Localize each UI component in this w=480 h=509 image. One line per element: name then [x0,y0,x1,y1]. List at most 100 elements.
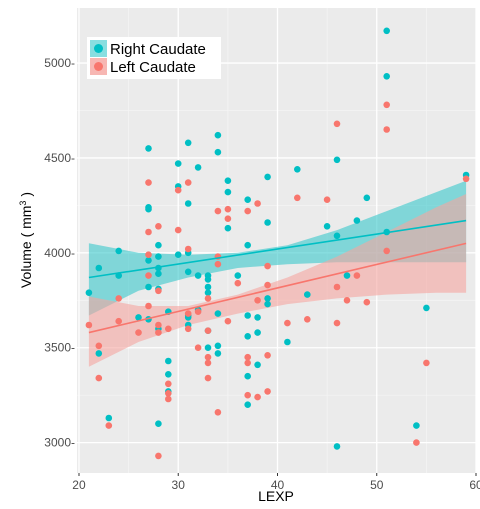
x-tick-label: 60 [469,478,480,492]
point-right-caudate [333,156,341,164]
point-right-caudate [204,344,212,352]
legend-background [87,37,221,79]
point-left-caudate [165,395,172,403]
x-tick-label: 30 [172,478,186,492]
point-left-caudate [145,228,152,236]
point-right-caudate [224,177,232,184]
point-right-caudate [333,232,341,240]
point-left-caudate [234,279,242,287]
x-tick-label: 20 [72,478,86,492]
point-right-caudate [244,312,251,319]
point-left-caudate [184,179,192,186]
y-tick-label: 5000- [44,56,75,70]
point-left-caudate [95,374,103,382]
y-axis-title-close: ) [18,192,34,201]
point-left-caudate [204,359,212,367]
point-left-caudate [105,422,113,429]
point-left-caudate [244,391,251,399]
fit-line-left-caudate [88,242,467,334]
point-left-caudate [224,317,232,325]
point-right-caudate [323,223,331,230]
point-right-caudate [244,241,251,249]
point-left-caudate [145,251,152,258]
point-right-caudate [383,73,391,80]
point-right-caudate [383,27,391,35]
point-right-caudate [95,264,103,272]
point-right-caudate [264,219,271,226]
point-right-caudate [174,160,182,167]
point-left-caudate [304,316,311,323]
point-right-caudate [145,283,152,291]
point-right-caudate [214,350,222,357]
point-left-caudate [244,353,251,361]
point-right-caudate [254,329,261,336]
point-right-caudate [353,217,361,224]
y-axis-title: Volume ( mm3 ) [18,192,34,288]
point-right-caudate [244,401,251,409]
point-right-caudate [165,357,172,365]
point-left-caudate [284,319,291,327]
point-left-caudate [383,247,391,255]
point-left-caudate [214,207,222,215]
point-left-caudate [155,452,162,460]
point-right-caudate [413,422,420,429]
point-right-caudate [363,194,371,202]
point-left-caudate [184,325,192,333]
point-right-caudate [254,361,261,369]
point-left-caudate [264,352,271,359]
point-right-caudate [95,350,103,357]
fit-lines [88,219,467,334]
point-left-caudate [165,390,172,397]
point-right-caudate [244,196,251,203]
point-right-caudate [105,414,113,422]
point-left-caudate [383,126,391,133]
x-tick-label: 40 [271,478,285,492]
point-left-caudate [214,409,222,416]
point-right-caudate [115,247,122,255]
point-right-caudate [85,289,93,297]
fit-line-right-caudate [88,219,467,279]
confidence-bands [88,180,467,367]
point-right-caudate [184,200,192,207]
legend-label-right-caudate: Right Caudate [110,41,206,58]
point-left-caudate [363,298,371,306]
point-right-caudate [214,148,222,156]
point-left-caudate [254,297,261,304]
point-right-caudate [423,304,430,312]
point-left-caudate [115,317,122,325]
point-right-caudate [224,188,232,196]
point-left-caudate [333,319,341,327]
point-left-caudate [145,179,152,186]
point-right-caudate [194,272,202,279]
legend-marker-left-caudate [94,62,103,71]
x-axis-ticks: 20 30 40 50 60 [72,473,480,492]
point-left-caudate [135,329,142,336]
point-right-caudate [214,310,222,317]
point-right-caudate [244,372,251,380]
point-left-caudate [184,310,192,317]
y-axis-title-main: Volume ( mm [18,206,34,288]
point-left-caudate [204,353,212,361]
point-right-caudate [155,270,162,278]
point-left-caudate [214,260,222,268]
point-left-caudate [204,327,212,335]
point-right-caudate [145,205,152,213]
point-left-caudate [224,215,232,222]
point-left-caudate [165,325,172,333]
point-right-caudate [264,300,271,308]
point-right-caudate [145,257,152,264]
point-right-caudate [284,338,291,346]
point-right-caudate [224,224,232,232]
point-left-caudate [145,302,152,310]
point-right-caudate [304,291,311,298]
point-left-caudate [174,186,182,194]
x-axis-title: LEXP [258,488,294,504]
point-right-caudate [214,131,222,139]
legend-marker-right-caudate [94,44,103,53]
point-right-caudate [174,251,182,258]
point-left-caudate [264,262,271,270]
point-right-caudate [254,314,261,321]
legend-label-left-caudate: Left Caudate [110,59,196,76]
point-left-caudate [184,245,192,253]
